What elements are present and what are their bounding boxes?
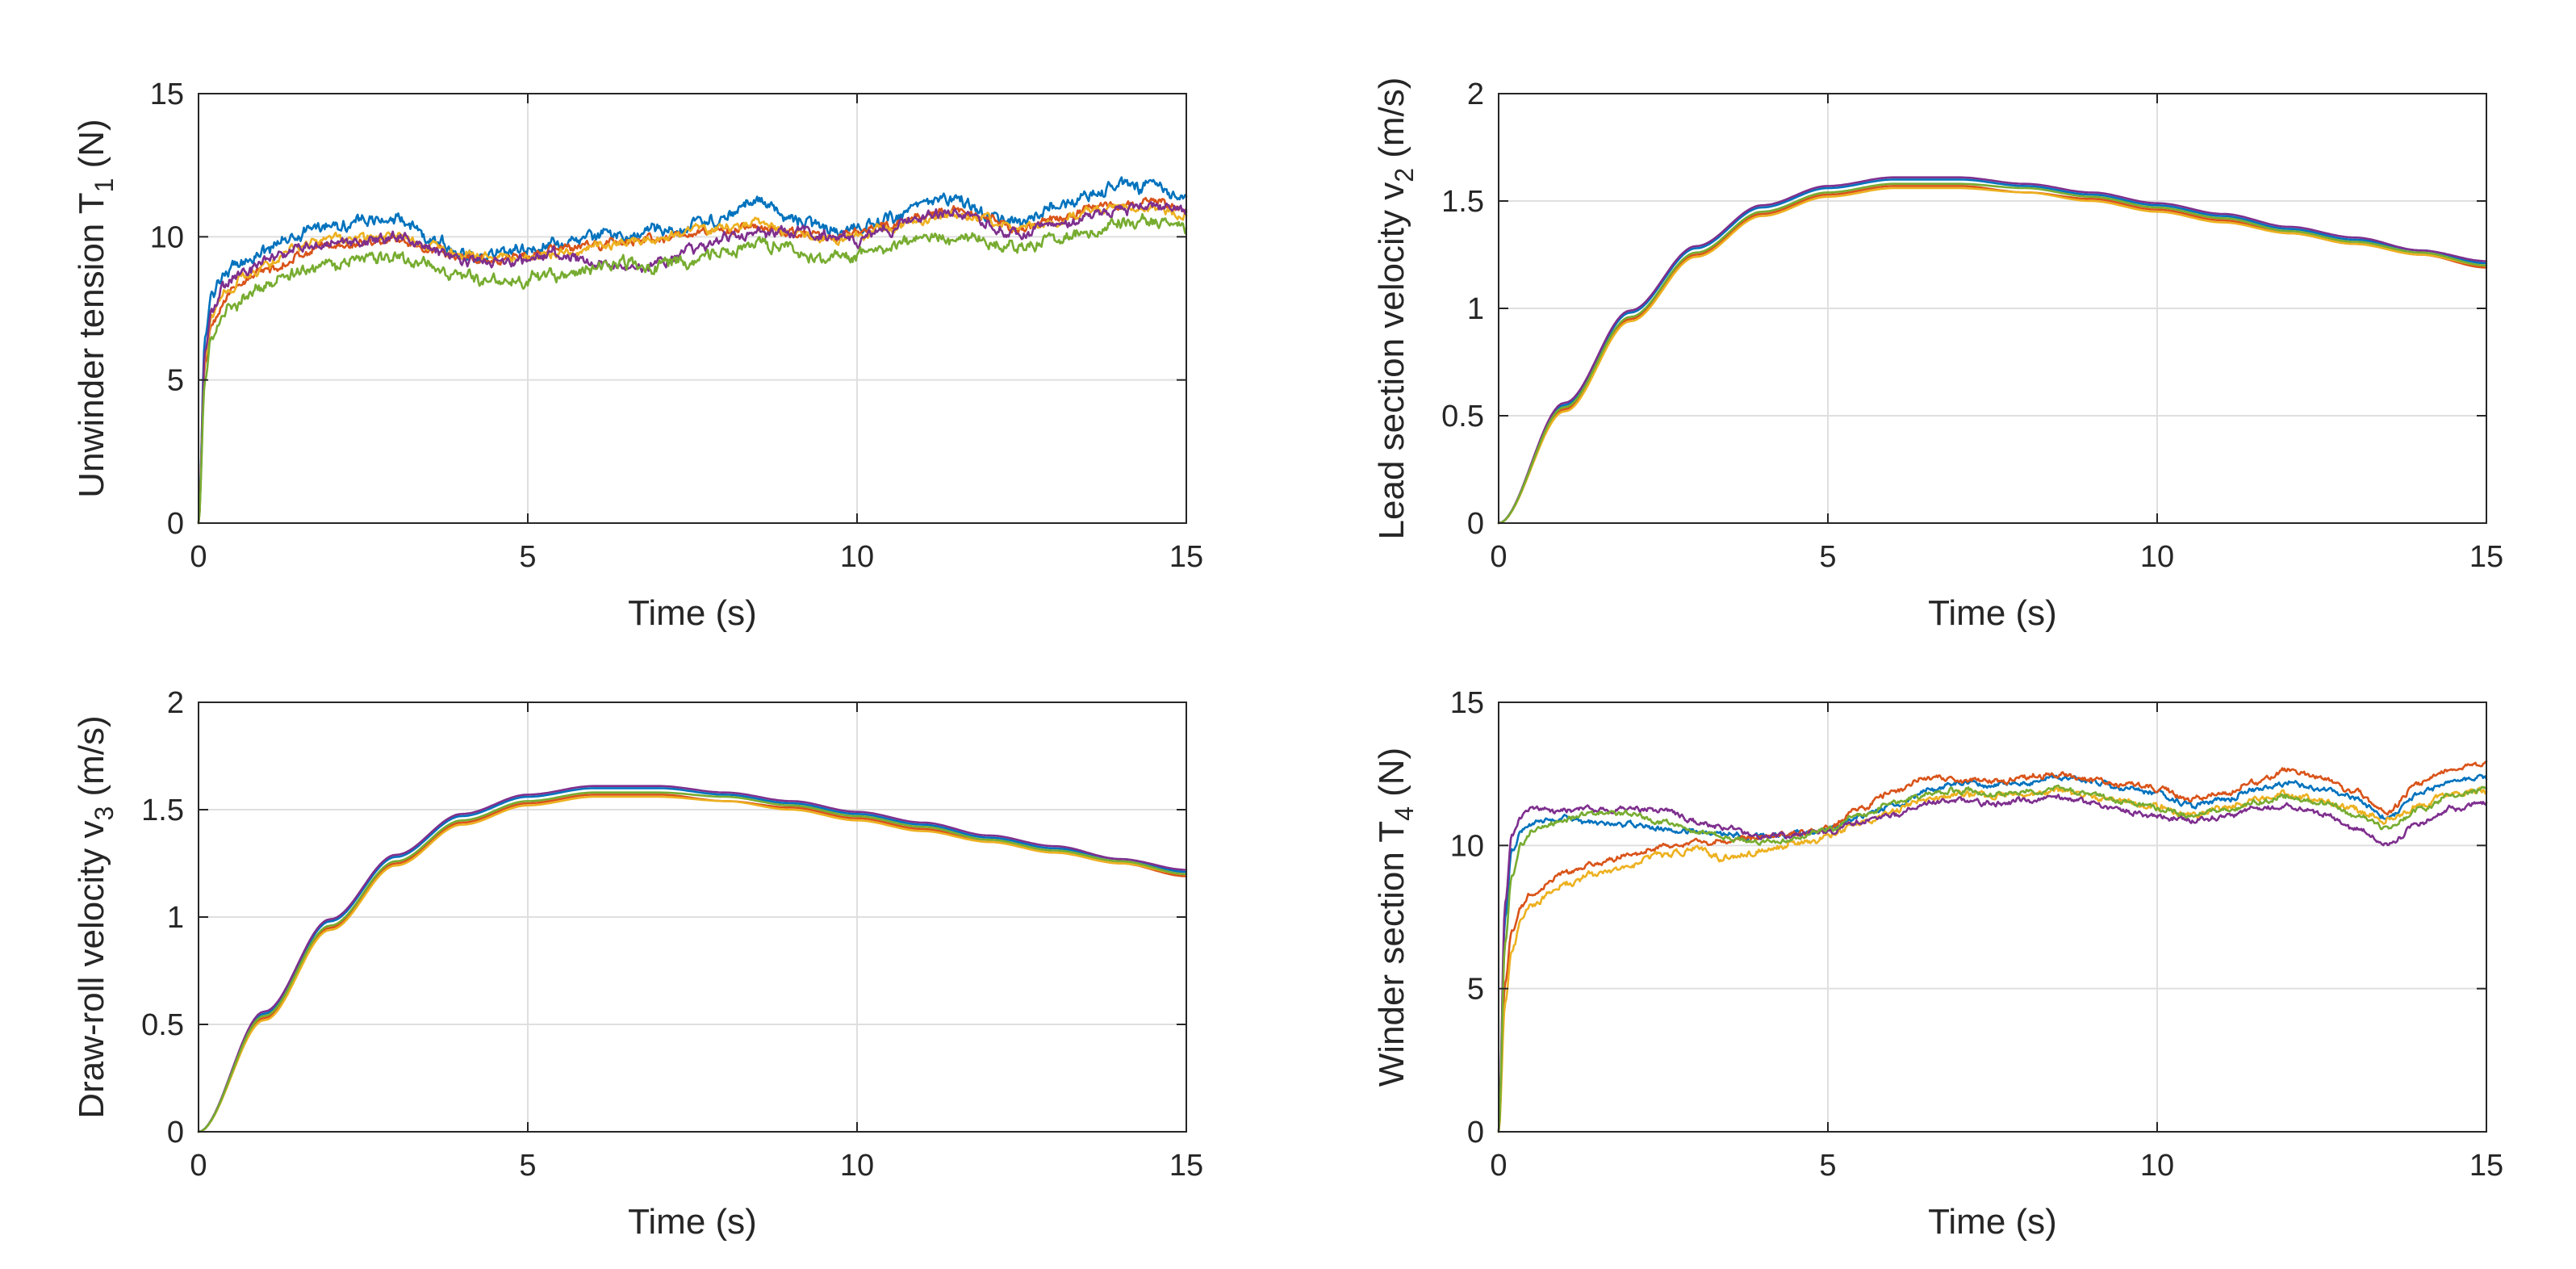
subplot-1-y-label-unit: (N) bbox=[72, 119, 111, 178]
subplot-1-series bbox=[197, 176, 1188, 525]
subplot-1-y-tick-label: 15 bbox=[150, 77, 184, 111]
subplot-4-y-tick-label: 15 bbox=[1450, 686, 1484, 720]
subplot-3-x-axis-label: Time (s) bbox=[628, 1202, 757, 1242]
subplot-4-series-2-line bbox=[1497, 760, 2488, 1133]
subplot-2-series-4-line bbox=[1497, 176, 2488, 525]
subplot-2-x-axis-label: Time (s) bbox=[1928, 593, 2057, 633]
subplot-3-y-tick-label: 1 bbox=[167, 901, 184, 935]
subplot-2-y-tick-label: 1 bbox=[1467, 292, 1484, 326]
subplot-1-y-label-subscript: 1 bbox=[90, 178, 119, 193]
subplot-3-series-4-line bbox=[197, 785, 1188, 1133]
subplot-4-axes-box bbox=[1498, 702, 2487, 1133]
subplot-1-series-4-line bbox=[197, 201, 1188, 525]
subplot-2-y-tick-label: 0.5 bbox=[1441, 400, 1484, 433]
subplot-2-y-tick-label: 1.5 bbox=[1441, 185, 1484, 219]
subplot-4-grid bbox=[1499, 702, 2486, 1132]
subplot-4-ticks: 0 5 10 15 0 5 10 15 bbox=[1450, 686, 2503, 1183]
subplot-2-y-label-unit: (m/s) bbox=[1372, 77, 1411, 168]
subplot-3-x-tick-label: 15 bbox=[1169, 1149, 1203, 1183]
subplot-1-ticks: 0 5 10 15 0 5 10 15 bbox=[150, 77, 1203, 574]
subplot-3-y-tick-label: 1.5 bbox=[141, 794, 184, 827]
subplot-2-y-tick-label: 0 bbox=[1467, 507, 1484, 541]
subplot-3-series-3-line bbox=[197, 795, 1188, 1133]
subplot-2-y-label-main: Lead section velocity v bbox=[1372, 182, 1411, 540]
subplot-2-series bbox=[1497, 176, 2488, 525]
subplot-4-y-axis-label: Winder section T4 (N) bbox=[1372, 748, 1419, 1087]
subplot-winder-section-tension: 0 5 10 15 0 5 10 15 Time (s) Winder section T4 … bbox=[1372, 686, 2503, 1242]
subplot-3-ticks: 0 5 10 15 0 0.5 1 1.5 2 bbox=[141, 686, 1203, 1183]
subplot-2-x-tick-label: 0 bbox=[1490, 540, 1507, 574]
subplot-1-x-tick-label: 10 bbox=[840, 540, 874, 574]
subplot-4-series-1-line bbox=[1497, 773, 2488, 1133]
subplot-1-y-tick-label: 10 bbox=[150, 220, 184, 254]
subplot-4-y-label-subscript: 4 bbox=[1390, 806, 1419, 821]
subplot-3-y-label-subscript: 3 bbox=[90, 806, 119, 821]
subplot-4-x-tick-label: 10 bbox=[2140, 1149, 2174, 1183]
subplot-4-series-5-line bbox=[1497, 784, 2488, 1133]
subplot-4-x-tick-label: 0 bbox=[1490, 1149, 1507, 1183]
subplot-4-y-tick-label: 0 bbox=[1467, 1116, 1484, 1150]
subplot-1-x-tick-label: 5 bbox=[519, 540, 536, 574]
subplot-3-y-tick-label: 0.5 bbox=[141, 1008, 184, 1042]
subplot-3-y-label-main: Draw-roll velocity v bbox=[72, 821, 111, 1119]
subplot-4-series bbox=[1497, 760, 2488, 1133]
subplot-4-y-tick-label: 5 bbox=[1467, 973, 1484, 1007]
subplot-2-series-1-line bbox=[1497, 178, 2488, 525]
subplot-4-series-4-line bbox=[1497, 794, 2488, 1133]
subplot-3-grid bbox=[199, 702, 1186, 1132]
subplot-4-y-label-main: Winder section T bbox=[1372, 821, 1411, 1087]
subplot-3-x-tick-label: 10 bbox=[840, 1149, 874, 1183]
subplot-4-x-axis-label: Time (s) bbox=[1928, 1202, 2057, 1242]
subplot-draw-roll-velocity: 0 5 10 15 0 0.5 1 1.5 2 Time (s) Draw-roll veloc… bbox=[72, 686, 1203, 1242]
subplot-1-y-label-main: Unwinder tension T bbox=[72, 192, 111, 497]
subplot-3-y-axis-label: Draw-roll velocity v3 (m/s) bbox=[72, 715, 119, 1118]
subplot-2-series-3-line bbox=[1497, 186, 2488, 525]
subplot-1-x-tick-label: 15 bbox=[1169, 540, 1203, 574]
subplot-1-x-axis-label: Time (s) bbox=[628, 593, 757, 633]
subplot-3-series-1-line bbox=[197, 787, 1188, 1133]
subplot-3-x-tick-label: 5 bbox=[519, 1149, 536, 1183]
subplot-1-series-3-line bbox=[197, 203, 1188, 525]
subplot-3-y-tick-label: 0 bbox=[167, 1116, 184, 1150]
subplot-3-y-label-unit: (m/s) bbox=[72, 715, 111, 806]
subplot-1-y-tick-label: 0 bbox=[167, 507, 184, 541]
subplot-1-y-axis-label: Unwinder tension T1 (N) bbox=[72, 119, 119, 497]
subplot-3-series-5-line bbox=[197, 791, 1188, 1133]
subplot-2-series-5-line bbox=[1497, 182, 2488, 525]
subplot-3-x-tick-label: 0 bbox=[190, 1149, 207, 1183]
subplot-unwinder-tension: 0 5 10 15 0 5 10 15 Time (s) Unwinder tension T… bbox=[72, 77, 1203, 633]
subplot-3-y-tick-label: 2 bbox=[167, 686, 184, 720]
subplot-2-ticks: 0 5 10 15 0 0.5 1 1.5 2 bbox=[1441, 77, 2503, 574]
subplot-2-y-axis-label: Lead section velocity v2 (m/s) bbox=[1372, 77, 1419, 540]
subplot-4-series-3-line bbox=[1497, 786, 2488, 1133]
subplot-1-series-5-line bbox=[197, 212, 1188, 525]
subplot-2-y-tick-label: 2 bbox=[1467, 77, 1484, 111]
subplot-3-series bbox=[197, 785, 1188, 1133]
subplot-2-grid bbox=[1499, 94, 2486, 523]
subplot-4-x-tick-label: 15 bbox=[2469, 1149, 2503, 1183]
subplot-1-axes-box bbox=[198, 93, 1187, 524]
subplot-2-x-tick-label: 15 bbox=[2469, 540, 2503, 574]
subplot-lead-section-velocity: 0 5 10 15 0 0.5 1 1.5 2 Time (s) Lead section ve… bbox=[1372, 77, 2503, 633]
subplot-2-x-tick-label: 10 bbox=[2140, 540, 2174, 574]
subplot-4-y-tick-label: 10 bbox=[1450, 829, 1484, 863]
subplot-4-x-tick-label: 5 bbox=[1819, 1149, 1836, 1183]
subplot-1-y-tick-label: 5 bbox=[167, 364, 184, 398]
subplot-4-y-label-unit: (N) bbox=[1372, 748, 1411, 806]
subplot-2-x-tick-label: 5 bbox=[1819, 540, 1836, 574]
subplot-1-x-tick-label: 0 bbox=[190, 540, 207, 574]
subplot-2-y-label-subscript: 2 bbox=[1390, 168, 1419, 182]
